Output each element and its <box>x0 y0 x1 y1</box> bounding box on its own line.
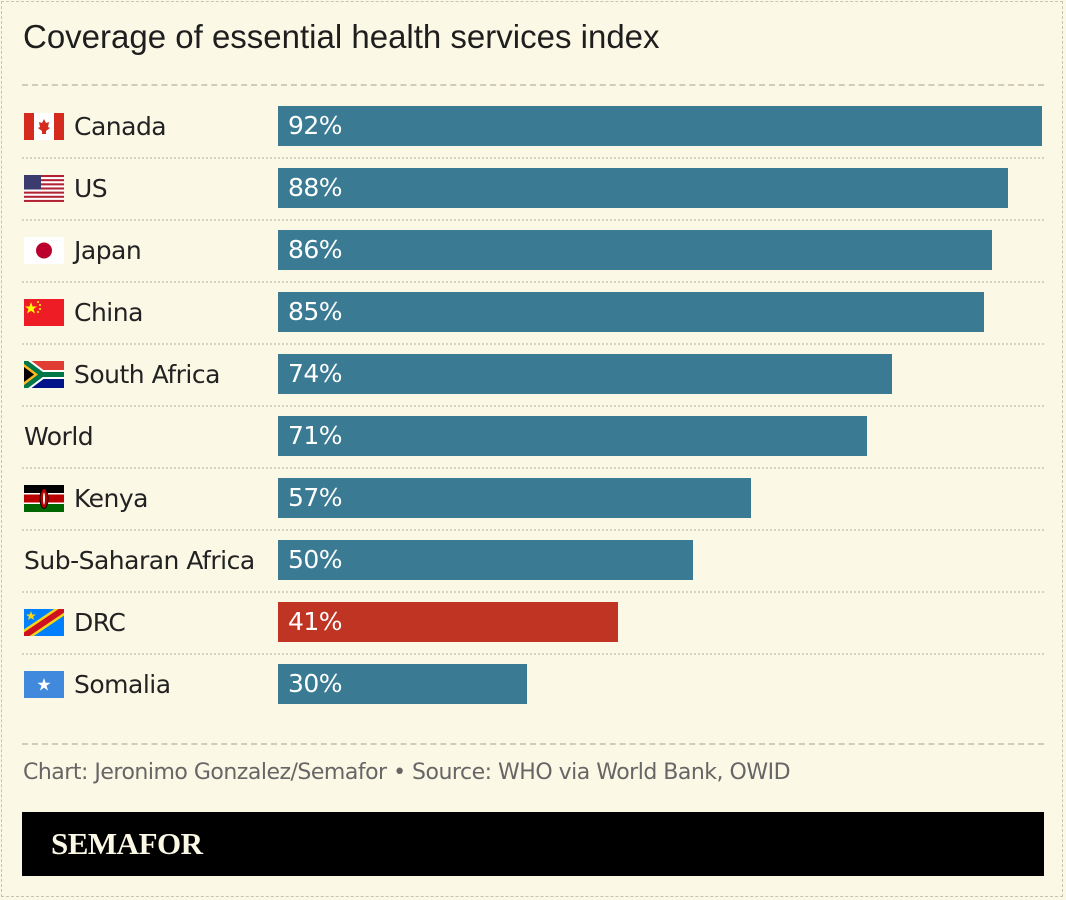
bar-world: 71% <box>278 416 868 456</box>
footer-bar: SEMAFOR <box>22 812 1044 876</box>
category-text: China <box>74 297 143 327</box>
row-separator <box>22 281 1044 283</box>
divider <box>22 743 1044 745</box>
china-flag-icon <box>24 298 64 326</box>
south-africa-flag-icon <box>24 360 64 388</box>
category-label-somalia: Somalia <box>24 664 171 704</box>
data-label: 86% <box>288 235 343 264</box>
bar-japan: 86% <box>278 230 992 270</box>
category-label-south-africa: South Africa <box>24 354 220 394</box>
category-label-sub-saharan-africa: Sub-Saharan Africa <box>24 540 255 580</box>
category-text: Japan <box>74 235 142 265</box>
bar-china: 85% <box>278 292 984 332</box>
canada-flag-icon <box>24 112 64 140</box>
category-text: World <box>24 421 94 451</box>
data-label: 50% <box>288 545 343 574</box>
category-text: Somalia <box>74 669 171 699</box>
us-flag-icon <box>24 174 64 202</box>
row-separator <box>22 529 1044 531</box>
row-separator <box>22 467 1044 469</box>
bar-south-africa: 74% <box>278 354 893 394</box>
category-label-china: China <box>24 292 143 332</box>
category-label-japan: Japan <box>24 230 142 270</box>
somalia-flag-icon <box>24 670 64 698</box>
row-separator <box>22 157 1044 159</box>
divider <box>22 84 1044 86</box>
category-label-us: US <box>24 168 108 208</box>
category-text: South Africa <box>74 359 220 389</box>
category-text: Kenya <box>74 483 149 513</box>
category-text: US <box>74 173 108 203</box>
data-label: 92% <box>288 111 343 140</box>
category-text: DRC <box>74 607 126 637</box>
bar-canada: 92% <box>278 106 1042 146</box>
data-label: 30% <box>288 669 343 698</box>
category-label-world: World <box>24 416 94 456</box>
chart-title: Coverage of essential health services in… <box>23 18 660 55</box>
category-label-kenya: Kenya <box>24 478 149 518</box>
japan-flag-icon <box>24 236 64 264</box>
category-label-drc: DRC <box>24 602 126 642</box>
data-label: 85% <box>288 297 343 326</box>
category-text: Sub-Saharan Africa <box>24 545 255 575</box>
drc-flag-icon <box>24 608 64 636</box>
kenya-flag-icon <box>24 484 64 512</box>
bar-somalia: 30% <box>278 664 527 704</box>
data-label: 41% <box>288 607 343 636</box>
data-label: 57% <box>288 483 343 512</box>
row-separator <box>22 405 1044 407</box>
row-separator <box>22 653 1044 655</box>
semafor-logo: SEMAFOR <box>51 826 203 861</box>
row-separator <box>22 591 1044 593</box>
data-label: 74% <box>288 359 343 388</box>
bar-kenya: 57% <box>278 478 752 518</box>
category-text: Canada <box>74 111 167 141</box>
bar-us: 88% <box>278 168 1009 208</box>
data-label: 88% <box>288 173 343 202</box>
bar-drc: 41% <box>278 602 619 642</box>
bar-sub-saharan-africa: 50% <box>278 540 693 580</box>
row-separator <box>22 343 1044 345</box>
row-separator <box>22 219 1044 221</box>
category-label-canada: Canada <box>24 106 167 146</box>
source-note: Chart: Jeronimo Gonzalez/Semafor • Sourc… <box>23 760 791 785</box>
data-label: 71% <box>288 421 343 450</box>
